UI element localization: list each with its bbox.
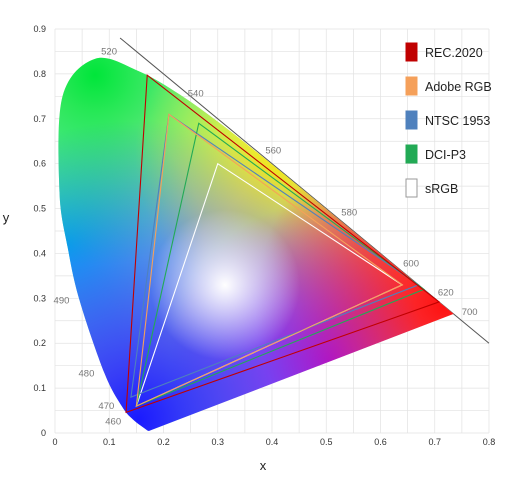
legend-swatch-srgb: [405, 178, 418, 198]
x-tick-label: 0.2: [157, 437, 170, 447]
wavelength-label-470: 470: [98, 401, 114, 412]
wavelength-label-620: 620: [438, 288, 454, 299]
gamut-triangle-rec-2020: [125, 74, 441, 414]
y-tick-label: 0.6: [33, 159, 46, 169]
y-tick-label: 0.8: [33, 69, 46, 79]
wavelength-label-700: 700: [462, 307, 478, 318]
legend: REC.2020 Adobe RGB NTSC 1953 DCI-P3 sRGB: [405, 42, 492, 198]
gamut-triangle-adobe-rgb: [135, 113, 404, 407]
gamut-triangle-dci-p3: [135, 122, 426, 407]
y-tick-label: 0.4: [33, 248, 46, 258]
wavelength-label-520: 520: [101, 47, 117, 58]
x-tick-label: 0.8: [483, 437, 496, 447]
wavelength-label-460: 460: [105, 417, 121, 428]
y-tick-label: 0.1: [33, 383, 46, 393]
legend-label: Adobe RGB: [425, 80, 492, 94]
legend-label: DCI-P3: [425, 148, 466, 162]
y-tick-label: 0.3: [33, 293, 46, 303]
x-tick-label: 0.7: [428, 437, 441, 447]
y-tick-label: 0.2: [33, 338, 46, 348]
y-tick-label: 0.7: [33, 114, 46, 124]
y-tick-label: 0.5: [33, 204, 46, 214]
legend-swatch-ntsc-1953: [405, 110, 418, 130]
wavelength-label-490: 490: [54, 296, 70, 307]
legend-label: sRGB: [425, 182, 458, 196]
x-tick-label: 0.5: [320, 437, 333, 447]
gamut-triangle-ntsc-1953: [130, 113, 420, 398]
wavelength-labels: 460 470 480 490 520 540 560 580 600 620 700: [54, 47, 478, 428]
wavelength-label-540: 540: [188, 89, 204, 100]
y-axis-label: y: [3, 210, 10, 225]
wavelength-label-580: 580: [341, 207, 357, 218]
y-tick-label: 0: [41, 428, 46, 438]
x-tick-label: 0.6: [374, 437, 387, 447]
legend-label: REC.2020: [425, 46, 483, 60]
x-tick-label: 0.4: [266, 437, 279, 447]
wavelength-label-600: 600: [403, 259, 419, 270]
legend-label: NTSC 1953: [425, 114, 490, 128]
legend-swatch-rec-2020: [405, 42, 418, 62]
x-tick-label: 0.3: [211, 437, 224, 447]
x-tick-label: 0: [52, 437, 57, 447]
y-tick-label: 0.9: [33, 24, 46, 34]
x-tick-label: 0.1: [103, 437, 116, 447]
legend-swatch-dci-p3: [405, 144, 418, 164]
x-axis-label: x: [260, 458, 267, 473]
axis-ticks: 0 0.1 0.2 0.3 0.4 0.5 0.6 0.7 0.8 0 0.1 0.2 0.3 0.4 0.…: [33, 24, 495, 447]
gamut-triangles: [125, 74, 441, 414]
wavelength-label-480: 480: [79, 368, 95, 379]
legend-swatch-adobe-rgb: [405, 76, 418, 96]
wavelength-label-560: 560: [265, 145, 281, 156]
